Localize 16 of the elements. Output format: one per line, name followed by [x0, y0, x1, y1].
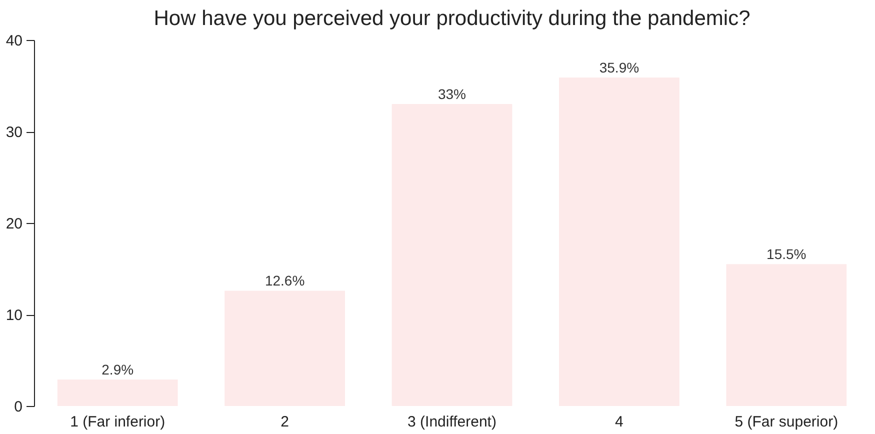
data-label: 33%	[438, 86, 466, 102]
y-tick-label: 10	[6, 307, 22, 324]
y-tick-label: 40	[6, 32, 22, 50]
y-tick-label: 20	[6, 216, 22, 232]
y-tick-label: 0	[14, 398, 22, 416]
x-tick-label: 1 (Far inferior)	[70, 414, 166, 430]
x-tick-label: 5 (Far superior)	[734, 414, 838, 430]
x-tick-label: 3 (Indifferent)	[408, 414, 496, 430]
x-tick-label: 4	[615, 414, 624, 430]
y-tick-label: 30	[6, 124, 22, 141]
x-tick-label: 2	[280, 414, 289, 430]
data-label: 35.9%	[599, 60, 640, 76]
data-label: 15.5%	[766, 246, 806, 262]
data-label: 2.9%	[102, 361, 134, 378]
data-label: 12.6%	[264, 272, 305, 289]
chart-title: How have you perceived your productivity during the pandemic?	[154, 7, 750, 30]
